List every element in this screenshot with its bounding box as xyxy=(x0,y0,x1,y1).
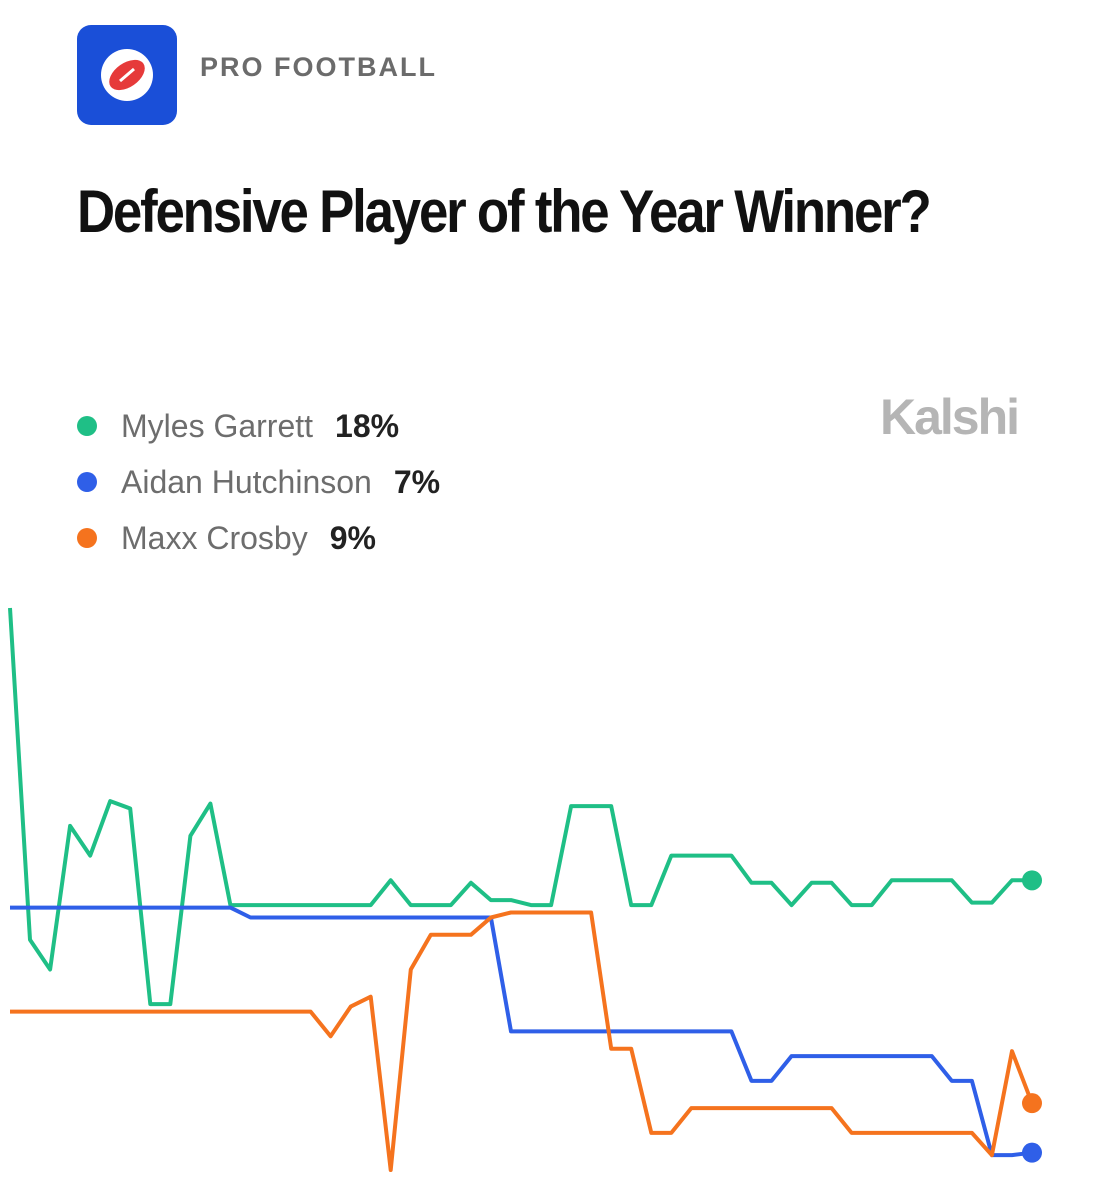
legend-label: Maxx Crosby xyxy=(121,519,308,556)
brand-logo: Kalshi xyxy=(880,389,1020,445)
legend-item: Aidan Hutchinson 7% xyxy=(77,454,440,510)
end-dot xyxy=(1022,1093,1042,1114)
legend-swatch xyxy=(77,416,97,436)
legend-value: 7% xyxy=(393,463,441,500)
end-dot xyxy=(1022,1142,1042,1163)
legend: Myles Garrett 18% Aidan Hutchinson 7% Maxx C… xyxy=(77,398,440,566)
series-line xyxy=(10,905,1033,1158)
app-icon xyxy=(77,25,177,125)
legend-value: 18% xyxy=(335,407,400,444)
legend-swatch xyxy=(77,528,97,548)
series-line xyxy=(8,607,1032,1007)
legend-label: Aidan Hutchinson xyxy=(121,463,372,500)
legend-item: Myles Garrett 18% xyxy=(77,398,440,454)
category: PRO FOOTBALL xyxy=(200,52,437,82)
legend-item: Maxx Crosby 9% xyxy=(77,510,440,566)
legend-value: 9% xyxy=(329,519,376,556)
legend-swatch xyxy=(77,472,97,492)
end-dot xyxy=(1022,870,1042,891)
series-line xyxy=(10,910,1034,1172)
chart-title: Defensive Player of the Year Winner? xyxy=(77,178,932,245)
legend-label: Myles Garrett xyxy=(121,407,314,444)
